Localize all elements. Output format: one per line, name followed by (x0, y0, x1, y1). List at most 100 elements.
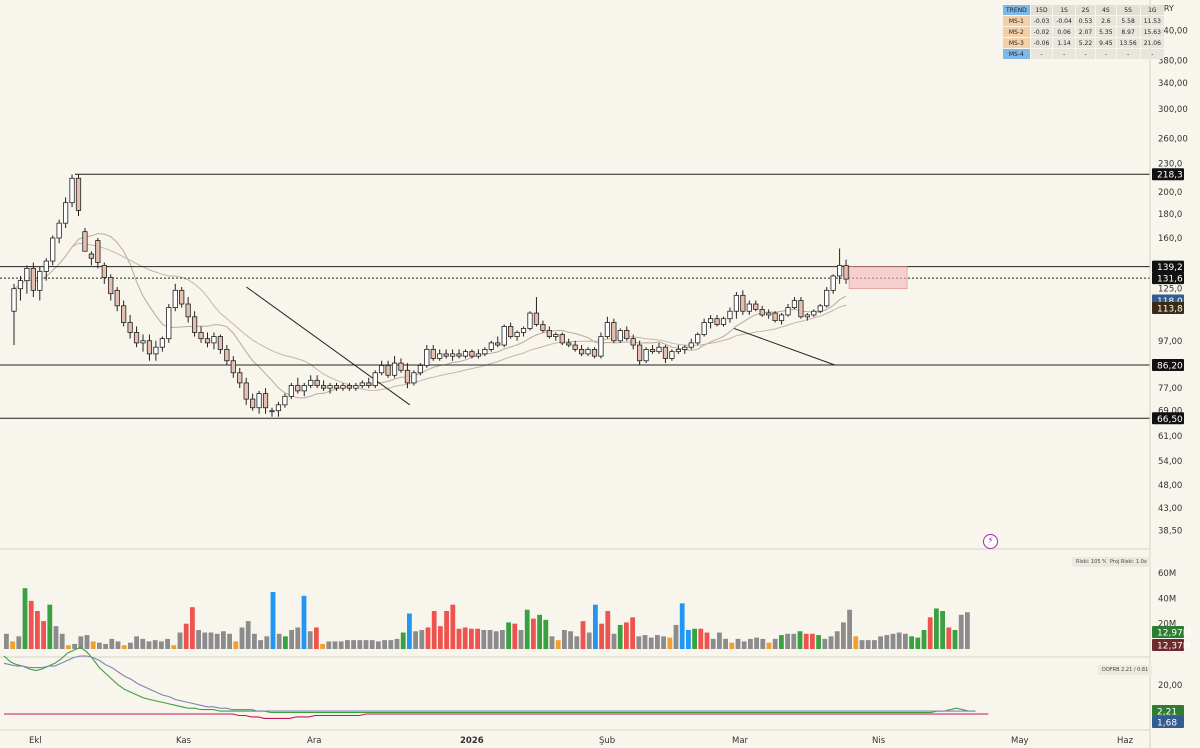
candle-body (843, 265, 849, 280)
candle (269, 407, 275, 417)
candle-body (669, 351, 675, 359)
volume-bar (593, 604, 598, 649)
candle-body (579, 349, 585, 355)
volume-bar (171, 645, 177, 649)
candle (301, 382, 307, 397)
candle (127, 314, 133, 339)
price-axis-label: 1,68 (1157, 719, 1177, 729)
candle-body (63, 202, 69, 224)
price-tick-label: 340,00 (1158, 79, 1188, 89)
candle-body (224, 349, 230, 362)
volume-bar (537, 614, 542, 649)
candle-body (708, 318, 714, 323)
candle-body (204, 338, 211, 344)
time-axis[interactable]: Ekl Kas Ara 2026 Şub Mar Nis May Haz (29, 736, 1134, 746)
volume-bar (97, 642, 102, 649)
volume-bar (611, 633, 617, 649)
candle-body (288, 385, 294, 397)
price-axis-label-box (1152, 705, 1184, 717)
price-tick-label: 77,00 (1158, 384, 1182, 394)
candle-body (604, 322, 611, 337)
candle-body (101, 265, 107, 278)
volume-bar (630, 617, 635, 649)
candle (43, 258, 49, 281)
volume-pane[interactable] (4, 588, 970, 649)
candle-body (282, 395, 288, 406)
trend-cell: - (1030, 49, 1053, 59)
volume-bar (233, 641, 239, 649)
candle-body (630, 338, 636, 346)
candle-body (837, 265, 843, 277)
price-pane[interactable] (0, 173, 1200, 731)
volume-bar (859, 640, 865, 649)
trend-cell: - (1053, 49, 1075, 59)
trend-cell: 15.63 (1140, 27, 1164, 37)
candle-body (166, 307, 172, 340)
trend-cell: - (1116, 49, 1140, 59)
volume-bar (22, 588, 28, 649)
candle-body (262, 393, 269, 409)
candle (766, 309, 772, 319)
volume-bar (822, 638, 828, 649)
candle-body (514, 332, 520, 337)
candle-body (488, 342, 494, 350)
volume-bar (679, 603, 685, 649)
time-tick-label: Kas (176, 736, 192, 746)
candle (308, 375, 314, 389)
indicator-value-pill: DOFRB 2.21 / 0.81 (1098, 665, 1153, 675)
candle (75, 174, 82, 217)
volume-bar (419, 630, 425, 649)
candle-body (811, 310, 817, 316)
candle-body (637, 344, 643, 362)
candle (262, 388, 269, 414)
candle (224, 345, 230, 366)
trend-header-cell: TREND (1003, 5, 1030, 15)
volume-bar (574, 636, 580, 649)
volume-bar (109, 638, 115, 649)
candle-body (146, 340, 153, 355)
candle-body (301, 385, 307, 392)
candle (733, 291, 740, 319)
volume-bar (475, 628, 480, 649)
volume-bar (400, 632, 406, 649)
volume-bar (865, 640, 871, 649)
candle (275, 401, 282, 417)
candle (508, 322, 514, 339)
volume-bar (952, 630, 958, 649)
candle (456, 349, 462, 359)
volume-bar (834, 631, 840, 649)
trend-cell: 1.14 (1053, 38, 1075, 48)
price-tick-label: 380,00 (1158, 56, 1188, 66)
price-axis[interactable]: 440,00 380,00 340,00 300,00 260,00 230,0 200,0… (1149, 0, 1200, 748)
trend-row-name: MS-1 (1003, 16, 1030, 26)
candle-body (17, 280, 24, 290)
candle (824, 287, 830, 308)
volume-bar (748, 638, 753, 649)
candle-body (191, 316, 198, 333)
volume-bar (183, 623, 189, 649)
candle-body (430, 349, 436, 359)
time-tick-label: Mar (732, 736, 749, 746)
volume-bar (177, 632, 183, 649)
indicator-pane[interactable] (3, 646, 989, 719)
candle (108, 274, 114, 301)
candle (191, 311, 198, 337)
time-tick-label: Ekl (29, 736, 42, 746)
volume-bar (376, 641, 381, 649)
candle (469, 349, 475, 359)
candle (611, 318, 617, 343)
candle-body (656, 346, 662, 353)
candle (63, 197, 69, 228)
volume-bar (159, 641, 164, 649)
lightning-icon[interactable]: ⚡ (983, 534, 998, 549)
volume-bar (245, 621, 251, 649)
candle (288, 382, 294, 400)
candle (230, 356, 236, 378)
indicator-tick-label: 20,00 (1158, 681, 1182, 691)
volume-bar (524, 609, 530, 649)
volume-bar (326, 641, 332, 649)
volume-bar (568, 631, 573, 649)
candle (740, 290, 746, 315)
candle (282, 393, 288, 408)
